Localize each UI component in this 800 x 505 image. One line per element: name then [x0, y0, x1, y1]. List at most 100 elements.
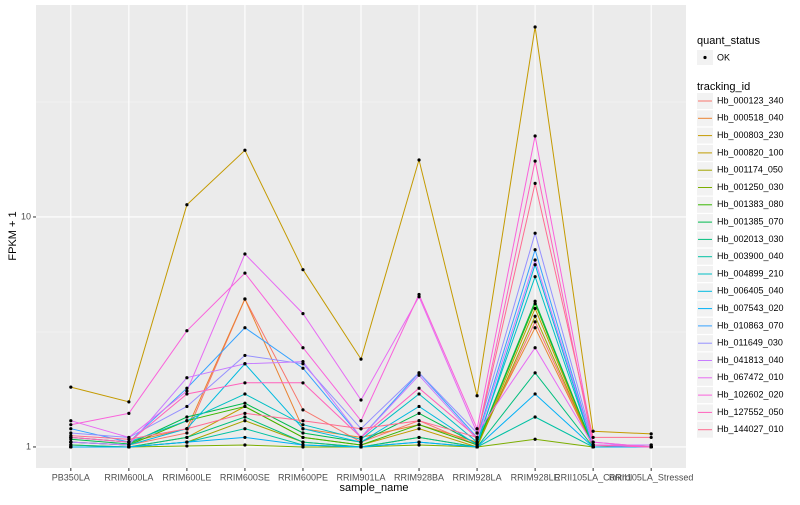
data-point [127, 440, 131, 444]
data-point [301, 427, 305, 431]
data-point [185, 419, 189, 423]
data-point [301, 443, 305, 447]
data-point [243, 252, 247, 256]
data-point [243, 443, 247, 447]
legend-label: Hb_001383_080 [717, 199, 784, 209]
data-point [533, 371, 537, 375]
data-point [185, 389, 189, 393]
data-point [185, 431, 189, 435]
data-point [69, 423, 73, 427]
data-point [475, 445, 479, 449]
data-point [533, 248, 537, 252]
data-point [533, 306, 537, 311]
data-point [243, 427, 247, 431]
data-point [301, 360, 305, 364]
data-point [417, 158, 421, 162]
data-point [301, 268, 305, 272]
data-point [185, 203, 189, 207]
data-point [417, 427, 421, 431]
legend-title: tracking_id [697, 81, 750, 93]
data-point [417, 404, 421, 409]
x-tick-label: RRIM600SE [220, 472, 270, 482]
legend-label: Hb_000820_100 [717, 147, 784, 157]
data-point [359, 445, 363, 449]
data-point [301, 408, 305, 412]
data-point [417, 295, 421, 299]
data-point [591, 435, 595, 440]
legend-label: Hb_144027_010 [717, 424, 784, 434]
data-point [185, 427, 189, 431]
data-point [301, 423, 305, 427]
data-point [243, 392, 247, 396]
data-point [185, 392, 189, 396]
x-tick-label: RRIM600PE [278, 472, 328, 482]
data-point [417, 423, 421, 427]
x-tick-label: PB350LA [52, 472, 90, 482]
data-point [69, 431, 73, 435]
data-point [359, 419, 363, 423]
data-point [417, 373, 421, 377]
data-point [417, 435, 421, 440]
data-point [243, 326, 247, 330]
data-point [301, 366, 305, 370]
data-point [475, 435, 479, 440]
data-point [243, 381, 247, 385]
legend-label: Hb_067472_010 [717, 372, 784, 382]
data-point [243, 297, 247, 301]
data-point [243, 353, 247, 358]
data-point [475, 394, 479, 398]
data-point [649, 445, 653, 449]
data-point [69, 427, 73, 431]
data-point [69, 445, 73, 449]
y-axis-label: FPKM + 1 [7, 211, 19, 260]
data-point [359, 440, 363, 444]
data-point [533, 415, 537, 419]
legend-label: Hb_102602_020 [717, 389, 784, 399]
data-point [533, 258, 537, 262]
legend-title: quant_status [697, 35, 760, 47]
data-point [185, 404, 189, 409]
data-point [185, 444, 189, 448]
data-point [185, 386, 189, 390]
data-point [359, 398, 363, 402]
data-point [185, 376, 189, 380]
data-point [417, 371, 421, 375]
data-point [243, 362, 247, 366]
data-point [533, 25, 537, 29]
data-point [533, 181, 537, 185]
data-point [417, 440, 421, 444]
data-point [533, 275, 537, 279]
x-tick-label: RRIM928BA [394, 472, 444, 482]
data-point [185, 329, 189, 333]
data-point [359, 435, 363, 440]
data-point [533, 159, 537, 163]
x-tick-label: RRIM928LA [453, 472, 502, 482]
data-point [417, 411, 421, 415]
data-point [69, 385, 73, 389]
legend-label: Hb_001250_030 [717, 182, 784, 192]
data-point [69, 419, 73, 423]
data-point [591, 443, 595, 447]
data-point [417, 392, 421, 396]
data-point [475, 431, 479, 435]
data-point [417, 292, 421, 297]
data-point [243, 401, 247, 405]
data-point [533, 263, 537, 267]
data-point [69, 440, 73, 444]
legend-label: Hb_041813_040 [717, 355, 784, 365]
data-point [127, 437, 131, 441]
data-point [69, 434, 73, 438]
legend-label: Hb_010863_070 [717, 320, 784, 330]
legend-label: Hb_000123_340 [717, 95, 784, 105]
data-point [243, 415, 247, 419]
data-point [185, 415, 189, 419]
data-point [243, 411, 247, 415]
data-point [243, 419, 247, 423]
data-point [301, 419, 305, 423]
y-tick-label: 10 [21, 211, 31, 221]
legend-label: Hb_127552_050 [717, 407, 784, 417]
data-point [127, 443, 131, 447]
data-point [301, 346, 305, 350]
legend-label: Hb_007543_020 [717, 303, 784, 313]
legend-label: Hb_006405_040 [717, 286, 784, 296]
